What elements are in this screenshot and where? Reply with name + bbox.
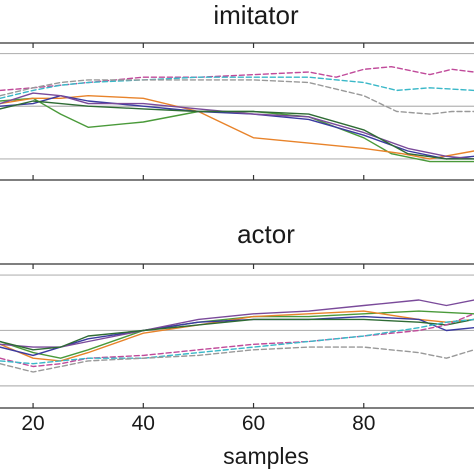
series-line-7 (0, 346, 474, 373)
series-line-4 (0, 100, 474, 160)
series-line-2 (0, 315, 474, 357)
chart-title: imitator (213, 0, 299, 30)
series-line-4 (0, 318, 474, 351)
chart-title: actor (237, 219, 295, 249)
series-line-5 (0, 313, 474, 368)
series-line-1 (0, 95, 474, 160)
series-line-7 (0, 79, 474, 115)
series-line-6 (0, 318, 474, 365)
series-line-6 (0, 76, 474, 99)
x-tick-label-0: 20 (21, 412, 44, 435)
actor-panel: actor 20 40 60 80 samples (0, 219, 474, 469)
imitator-panel: imitator (0, 0, 474, 181)
x-axis-label: samples (223, 443, 309, 469)
series-line-5 (0, 66, 474, 92)
x-tick-label-2: 60 (242, 412, 265, 435)
x-tick-label-3: 80 (352, 412, 375, 435)
x-tick-label-1: 40 (132, 412, 155, 435)
series-line-2 (0, 95, 474, 160)
series-line-3 (0, 299, 474, 348)
